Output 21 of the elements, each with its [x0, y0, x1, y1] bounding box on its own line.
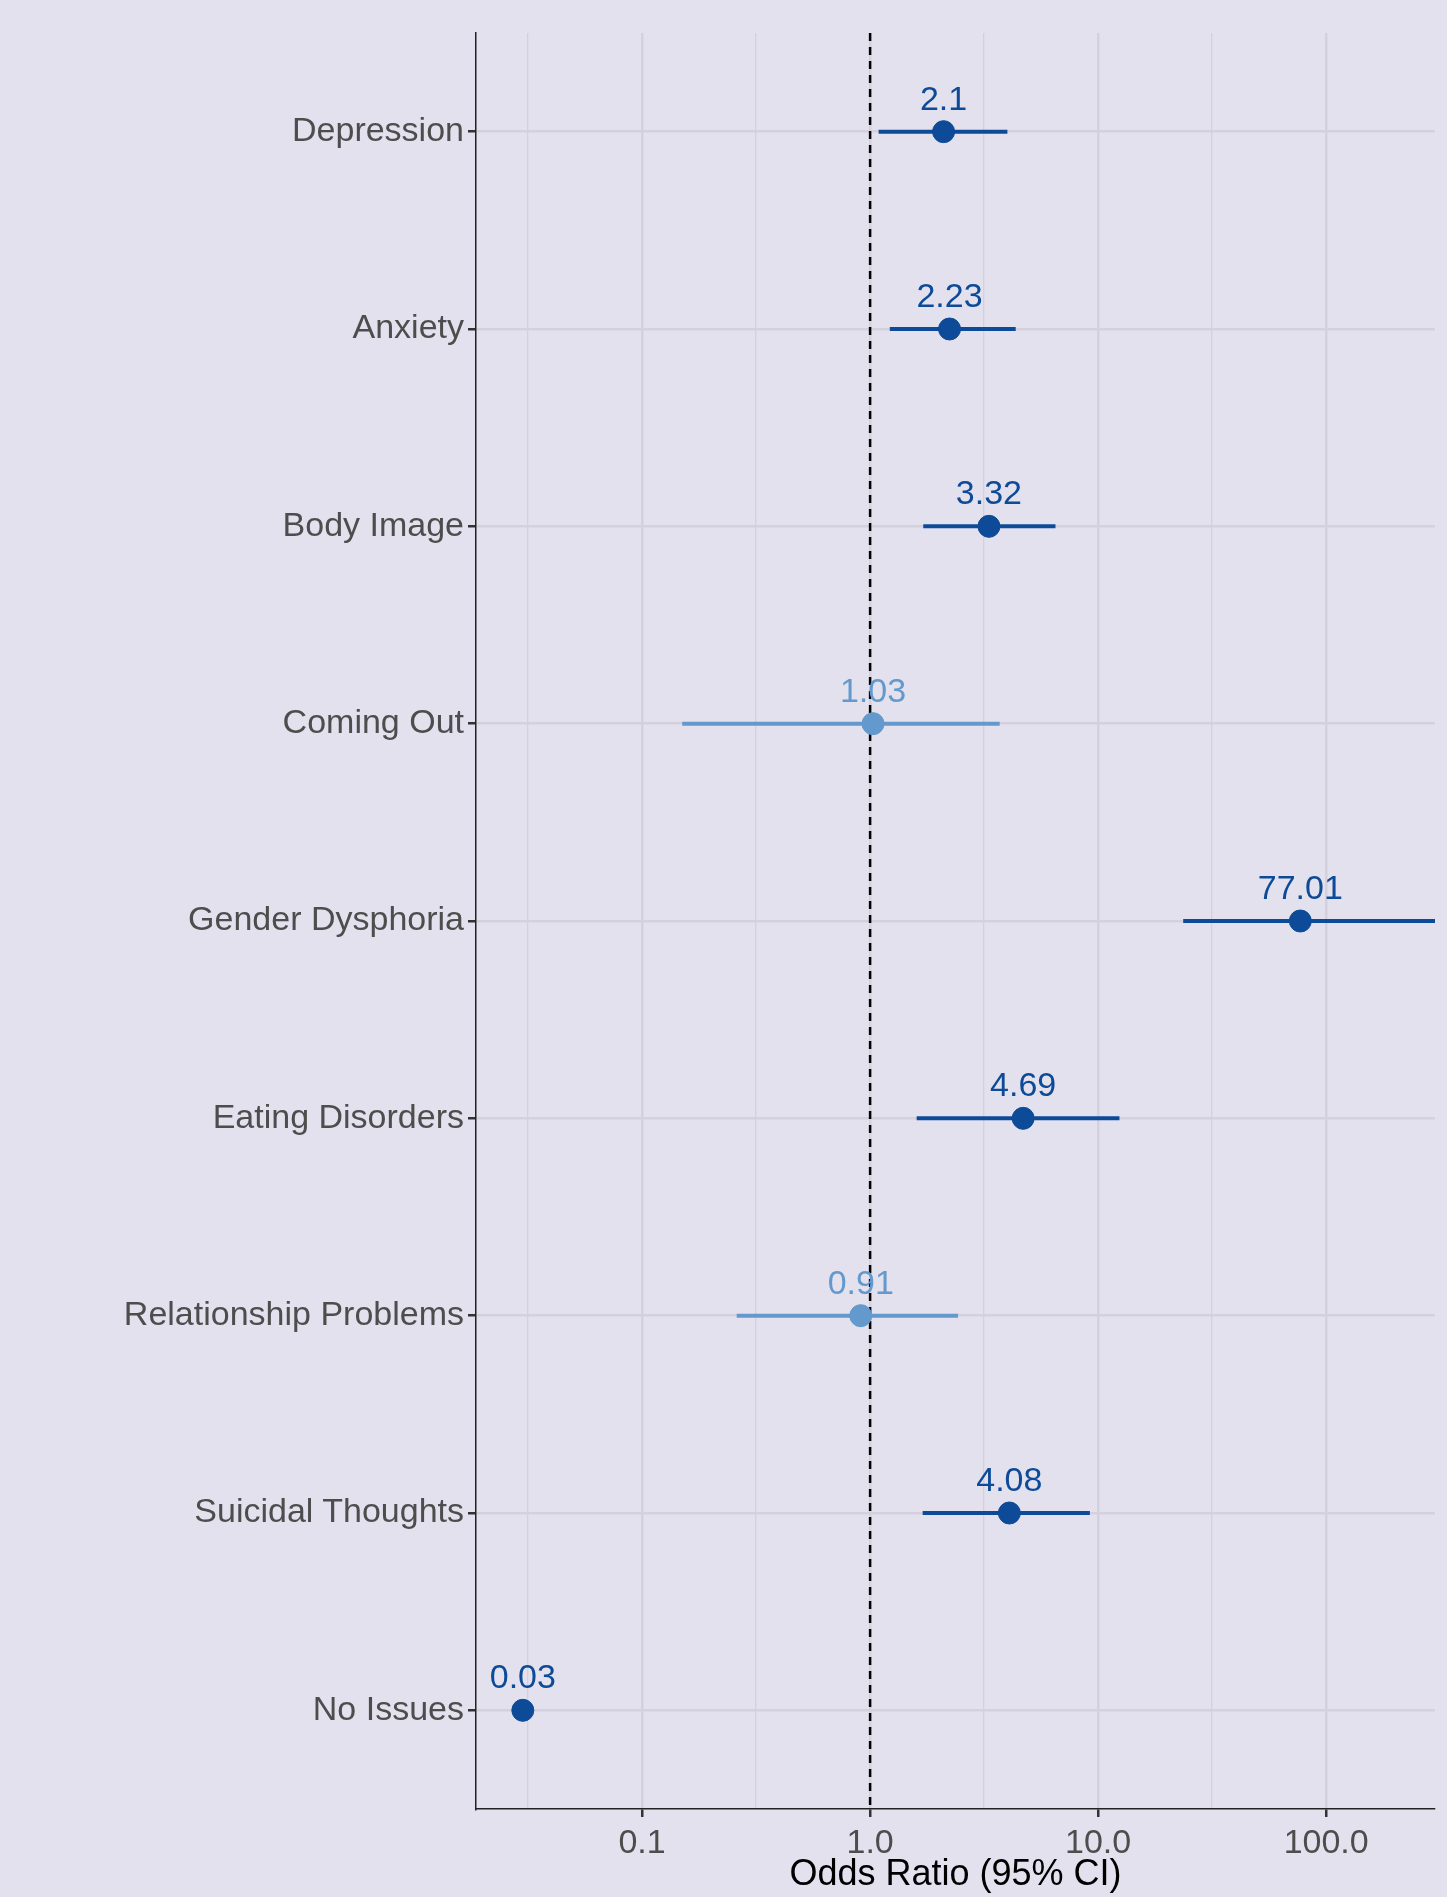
y-tick-label: Relationship Problems: [123, 1294, 464, 1333]
x-tick-label: 100.0: [1283, 1821, 1369, 1860]
y-tick-label: Suicidal Thoughts: [194, 1491, 464, 1530]
data-label: 3.32: [955, 473, 1023, 512]
y-tick-label: Body Image: [282, 504, 464, 543]
y-tick-label: Anxiety: [352, 307, 464, 346]
y-tick-label: Depression: [292, 110, 464, 149]
data-label: 77.01: [1257, 868, 1343, 906]
x-tick-label: 0.1: [618, 1821, 666, 1860]
data-label: 4.69: [990, 1065, 1057, 1104]
data-label: 1.03: [839, 670, 907, 709]
data-label: 2.23: [916, 276, 983, 314]
data-label: 0.03: [489, 1657, 556, 1696]
data-label: 4.08: [976, 1460, 1043, 1498]
y-tick-label: Gender Dysphoria: [188, 899, 465, 938]
y-tick-label: Coming Out: [282, 702, 465, 741]
y-tick-label: Eating Disorders: [212, 1096, 464, 1135]
y-tick-label: No Issues: [312, 1688, 464, 1727]
x-axis-title: Odds Ratio (95% CI): [789, 1852, 1122, 1894]
data-label: 0.91: [827, 1262, 894, 1301]
data-label: 2.1: [919, 78, 968, 117]
